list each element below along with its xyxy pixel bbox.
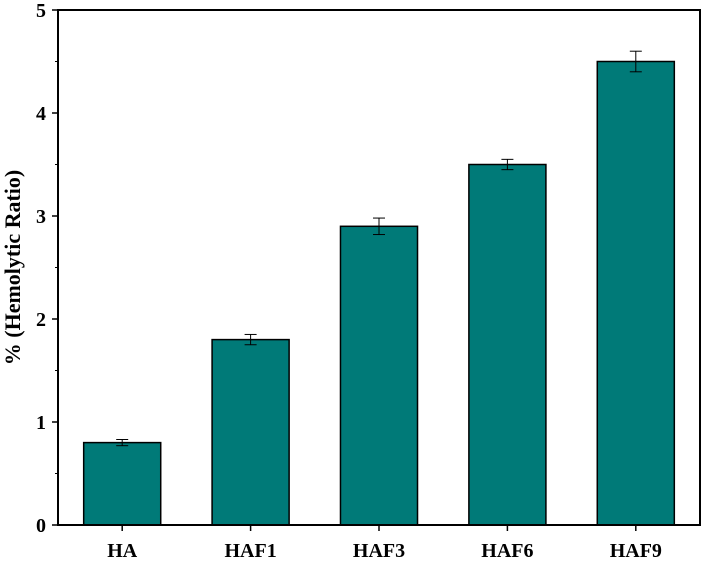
error-bar-haf6 xyxy=(501,158,514,171)
x-tick-label-haf9: HAF9 xyxy=(610,540,662,562)
error-bar-ha xyxy=(116,439,129,447)
x-tick-label-haf6: HAF6 xyxy=(481,540,533,562)
bar-haf6 xyxy=(468,163,547,526)
bars xyxy=(82,60,676,526)
x-tick-label-haf1: HAF1 xyxy=(224,540,276,562)
y-axis: 0 1 2 3 4 5 xyxy=(36,0,58,537)
bar-haf3 xyxy=(339,225,419,526)
y-tick-label: 2 xyxy=(36,309,46,331)
y-tick-label: 0 xyxy=(36,515,46,537)
bar-haf9 xyxy=(596,60,676,526)
error-bar-haf1 xyxy=(244,333,257,346)
y-tick-label: 4 xyxy=(36,103,46,125)
y-tick-label: 1 xyxy=(36,412,46,434)
error-bars xyxy=(116,50,642,447)
y-tick-label: 3 xyxy=(36,206,46,228)
x-tick-label-ha: HA xyxy=(107,540,138,562)
error-bar-haf9 xyxy=(629,50,642,73)
bar-haf1 xyxy=(211,338,290,526)
bar-ha xyxy=(82,441,162,526)
y-axis-title: % (Hemolytic Ratio) xyxy=(0,170,25,366)
error-bar-haf3 xyxy=(373,217,385,236)
x-axis: HA HAF1 HAF3 HAF6 HAF9 xyxy=(107,525,662,562)
y-tick-label: 5 xyxy=(36,0,46,22)
x-tick-label-haf3: HAF3 xyxy=(353,540,405,562)
